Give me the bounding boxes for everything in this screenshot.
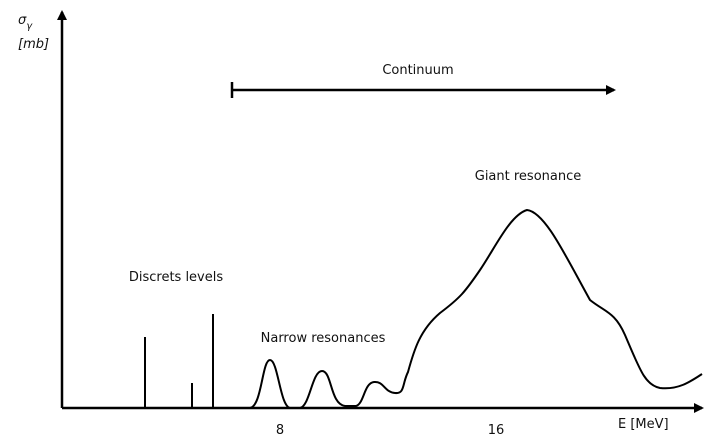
narrow-resonances-label: Narrow resonances [261, 331, 386, 346]
cross-section-curve [249, 208, 703, 409]
giant-resonance-label: Giant resonance [475, 169, 582, 184]
continuum-label: Continuum [382, 63, 453, 78]
x-tick-label: 8 [276, 423, 284, 438]
x-axis-label: E [MeV] [618, 417, 669, 432]
x-tick-label: 16 [488, 423, 505, 438]
y-symbol: σγ [18, 13, 33, 32]
discrete-levels-label: Discrets levels [129, 270, 224, 285]
y-unit: [mb] [18, 37, 49, 52]
